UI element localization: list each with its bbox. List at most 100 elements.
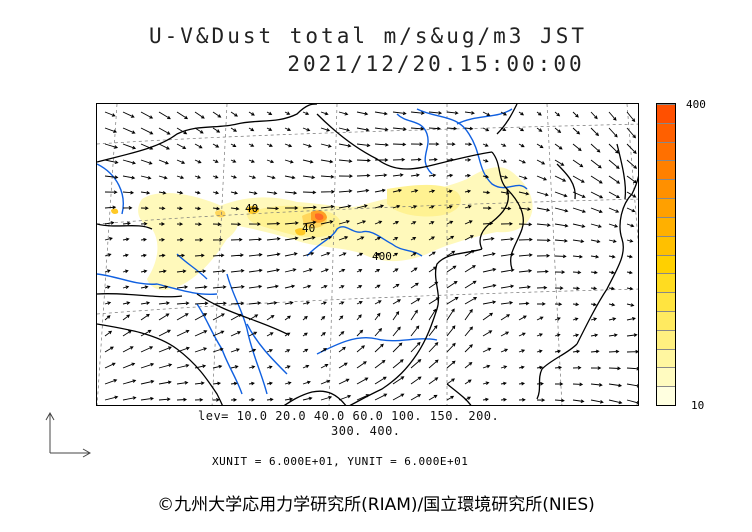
wind-arrow [212, 364, 223, 369]
wind-arrow [500, 159, 508, 163]
wind-arrow [428, 308, 437, 321]
wind-arrow [356, 314, 362, 321]
wind-arrow [302, 364, 310, 369]
wind-arrow [266, 237, 281, 241]
wind-arrow [104, 269, 111, 273]
wind-arrow [176, 397, 188, 402]
wind-arrow [410, 309, 418, 321]
wind-arrow [140, 111, 154, 119]
wind-arrow [518, 159, 526, 164]
wind-arrow [212, 330, 225, 337]
wind-arrow [338, 236, 349, 241]
wind-arrow [590, 223, 602, 228]
wind-arrow [392, 311, 400, 321]
wind-arrow [410, 221, 417, 225]
wind-arrow [374, 236, 382, 241]
wind-arrow [194, 381, 205, 386]
wind-arrow [140, 237, 147, 242]
wind-arrow [248, 159, 255, 163]
wind-arrow [230, 175, 237, 179]
colorbar-band [657, 273, 675, 293]
wind-arrow [410, 126, 425, 131]
wind-arrow [626, 175, 638, 184]
wind-arrow [230, 253, 244, 257]
wind-arrow [500, 331, 510, 337]
wind-arrow [590, 191, 604, 199]
wind-arrow [482, 347, 492, 353]
wind-arrow [518, 365, 525, 370]
wind-arrow [176, 111, 189, 120]
wind-arrow [482, 312, 494, 321]
wind-arrow [518, 207, 532, 211]
wind-arrow [104, 362, 116, 369]
wind-arrow [122, 346, 134, 353]
wind-arrow [338, 362, 348, 369]
wind-arrow [176, 285, 189, 289]
wind-arrow [266, 381, 273, 386]
contour-label: 400 [372, 250, 392, 263]
wind-arrow [410, 341, 421, 353]
wind-arrow [230, 398, 238, 402]
wind-arrow [608, 317, 617, 321]
wind-arrow [302, 175, 316, 180]
wind-arrow [572, 270, 582, 275]
wind-arrow [158, 285, 169, 289]
wind-arrow [446, 205, 453, 209]
wind-arrow [194, 330, 208, 337]
wind-arrow [338, 127, 351, 132]
wind-arrow [428, 324, 438, 337]
wind-arrow [626, 191, 637, 198]
wind-arrow [446, 126, 458, 131]
wind-arrow [320, 315, 326, 321]
wind-arrow [482, 330, 493, 337]
wind-arrow [392, 204, 401, 209]
wind-arrow [500, 397, 508, 402]
wind-arrow [302, 205, 317, 210]
wind-arrow [212, 313, 225, 321]
wind-arrow [176, 363, 190, 369]
wind-arrow [356, 394, 370, 401]
wind-arrow [446, 220, 454, 225]
colorbar-band [657, 386, 675, 405]
wind-arrow [176, 159, 186, 164]
wind-arrow [392, 157, 406, 162]
wind-arrow [140, 159, 153, 165]
wind-arrow [284, 284, 296, 289]
wind-arrow [104, 205, 117, 210]
wind-arrow [590, 254, 600, 259]
wind-arrow [410, 394, 422, 401]
wind-arrow [338, 252, 347, 257]
wind-arrow [356, 127, 370, 132]
wind-arrow [248, 365, 256, 369]
wind-arrow [518, 349, 526, 353]
wind-arrow [410, 157, 422, 162]
wind-arrow [230, 381, 238, 386]
wind-arrow [626, 111, 636, 123]
wind-arrow [626, 223, 635, 228]
wind-arrow [410, 111, 425, 115]
wind-arrow [590, 175, 603, 184]
wind-arrow [500, 348, 509, 353]
wind-arrow [572, 239, 585, 244]
wind-arrow [284, 143, 293, 148]
wind-arrow [626, 159, 638, 169]
wind-arrow [230, 222, 242, 227]
wind-arrow [590, 143, 601, 153]
wind-arrow [572, 333, 580, 338]
wind-arrow [320, 174, 335, 179]
wind-arrow [446, 157, 455, 162]
wind-arrow [356, 204, 368, 209]
wind-arrow [266, 252, 281, 257]
wind-arrow [500, 143, 507, 147]
wind-arrow [302, 159, 314, 164]
wind-arrow [320, 111, 329, 116]
wind-arrow [104, 285, 111, 289]
wind-arrow [266, 127, 273, 131]
wind-arrow [230, 331, 242, 337]
wind-arrow [284, 111, 291, 115]
wind-arrow [482, 397, 489, 402]
wind-arrow [536, 143, 544, 149]
wind-arrow [230, 269, 245, 273]
wind-arrow [230, 301, 245, 306]
wind-arrow [284, 127, 292, 132]
